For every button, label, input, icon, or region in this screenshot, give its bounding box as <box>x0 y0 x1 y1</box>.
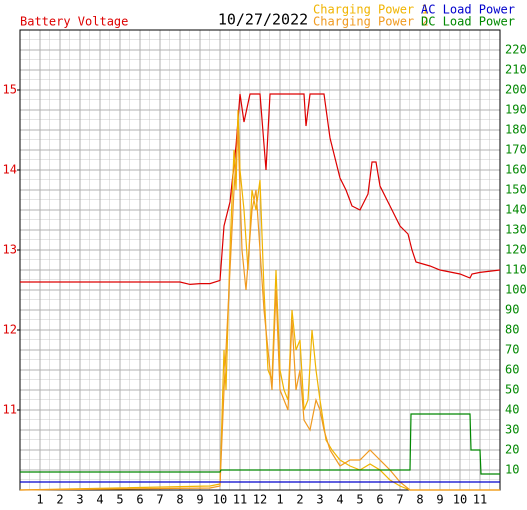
x-tick-label: 1 <box>36 493 43 507</box>
y2-tick-label: 70 <box>505 343 519 357</box>
y2-tick-label: 200 <box>505 83 527 97</box>
x-tick-label: 6 <box>376 493 383 507</box>
x-tick-label: 7 <box>156 493 163 507</box>
x-tick-label: 11 <box>233 493 247 507</box>
y2-tick-label: 100 <box>505 283 527 297</box>
x-tick-label: 1 <box>276 493 283 507</box>
y2-tick-label: 180 <box>505 123 527 137</box>
x-tick-label: 3 <box>316 493 323 507</box>
legend-label: Battery Voltage <box>20 15 128 29</box>
y2-tick-label: 130 <box>505 223 527 237</box>
y2-tick-label: 30 <box>505 423 519 437</box>
x-tick-label: 5 <box>356 493 363 507</box>
y2-tick-label: 60 <box>505 363 519 377</box>
y2-tick-label: 220 <box>505 43 527 57</box>
x-tick-label: 9 <box>436 493 443 507</box>
x-tick-label: 10 <box>213 493 227 507</box>
x-tick-label: 10 <box>453 493 467 507</box>
y2-tick-label: 110 <box>505 263 527 277</box>
x-tick-label: 9 <box>196 493 203 507</box>
y-tick-label: 12 <box>3 323 17 337</box>
x-tick-label: 3 <box>76 493 83 507</box>
y2-tick-label: 10 <box>505 463 519 477</box>
x-tick-label: 8 <box>416 493 423 507</box>
x-tick-label: 2 <box>56 493 63 507</box>
series-line <box>20 93 501 286</box>
x-tick-label: 11 <box>473 493 487 507</box>
x-tick-label: 5 <box>116 493 123 507</box>
y2-tick-label: 160 <box>505 163 527 177</box>
x-tick-label: 6 <box>136 493 143 507</box>
y2-tick-label: 80 <box>505 323 519 337</box>
y-tick-label: 11 <box>3 403 17 417</box>
x-tick-label: 4 <box>96 493 103 507</box>
legend-label: AC Load Power <box>421 3 515 17</box>
legend-label: Charging Power 1 <box>313 3 429 17</box>
x-tick-label: 2 <box>296 493 303 507</box>
y2-tick-label: 90 <box>505 303 519 317</box>
x-tick-label: 8 <box>176 493 183 507</box>
y2-tick-label: 210 <box>505 63 527 77</box>
y2-tick-label: 150 <box>505 183 527 197</box>
x-tick-label: 7 <box>396 493 403 507</box>
x-tick-label: 12 <box>253 493 267 507</box>
y2-tick-label: 40 <box>505 403 519 417</box>
y2-tick-label: 140 <box>505 203 527 217</box>
y2-tick-label: 20 <box>505 443 519 457</box>
series-line <box>19 129 500 491</box>
y-tick-label: 13 <box>3 243 17 257</box>
legend-label: Charging Power 2 <box>313 15 429 29</box>
y-tick-label: 15 <box>3 83 17 97</box>
x-tick-label: 4 <box>336 493 343 507</box>
legend-label: DC Load Power <box>421 15 515 29</box>
chart-title: 10/27/2022 <box>218 11 308 29</box>
y2-tick-label: 190 <box>505 103 527 117</box>
series-line <box>20 413 500 475</box>
y2-tick-label: 120 <box>505 243 527 257</box>
y2-tick-label: 170 <box>505 143 527 157</box>
plot-frame <box>19 29 501 491</box>
y-tick-label: 14 <box>3 163 17 177</box>
y2-tick-label: 50 <box>505 383 519 397</box>
